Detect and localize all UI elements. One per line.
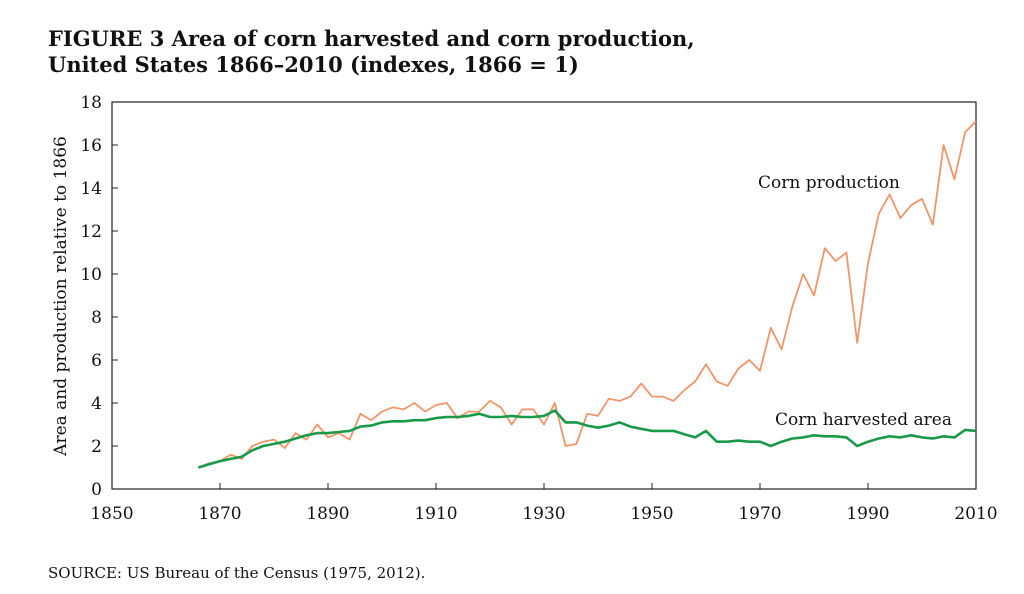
y-tick-label: 0 bbox=[91, 480, 102, 500]
y-tick-label: 8 bbox=[91, 308, 102, 328]
x-tick-label: 1890 bbox=[306, 504, 349, 524]
series-label: Corn harvested area bbox=[775, 410, 952, 430]
line bbox=[198, 409, 977, 469]
line bbox=[198, 120, 977, 469]
x-tick-label: 1950 bbox=[630, 504, 673, 524]
y-tick-label: 6 bbox=[91, 351, 102, 371]
x-tick-label: 1910 bbox=[414, 504, 457, 524]
chart-title: United States 1866–2010 (indexes, 1866 =… bbox=[48, 52, 579, 77]
chart-title: FIGURE 3 Area of corn harvested and corn… bbox=[48, 26, 695, 51]
x-tick-label: 1870 bbox=[198, 504, 241, 524]
y-tick-label: 14 bbox=[80, 179, 102, 199]
y-tick-label: 16 bbox=[80, 136, 102, 156]
y-tick-label: 4 bbox=[91, 394, 102, 414]
x-tick-label: 1930 bbox=[522, 504, 565, 524]
series-label: Corn production bbox=[758, 173, 900, 193]
plot-frame bbox=[111, 101, 977, 490]
source: SOURCE: US Bureau of the Census (1975, 2… bbox=[48, 564, 425, 582]
y-tick-label: 2 bbox=[91, 437, 102, 457]
x-tick-label: 1850 bbox=[90, 504, 133, 524]
x-tick-label: 1990 bbox=[846, 504, 889, 524]
x-tick-label: 1970 bbox=[738, 504, 781, 524]
y-tick-label: 12 bbox=[80, 222, 102, 242]
y-axis-label: Area and production relative to 1866 bbox=[51, 136, 71, 457]
y-tick-label: 10 bbox=[80, 265, 102, 285]
x-tick-label: 2010 bbox=[954, 504, 997, 524]
y-tick-label: 18 bbox=[80, 93, 102, 113]
